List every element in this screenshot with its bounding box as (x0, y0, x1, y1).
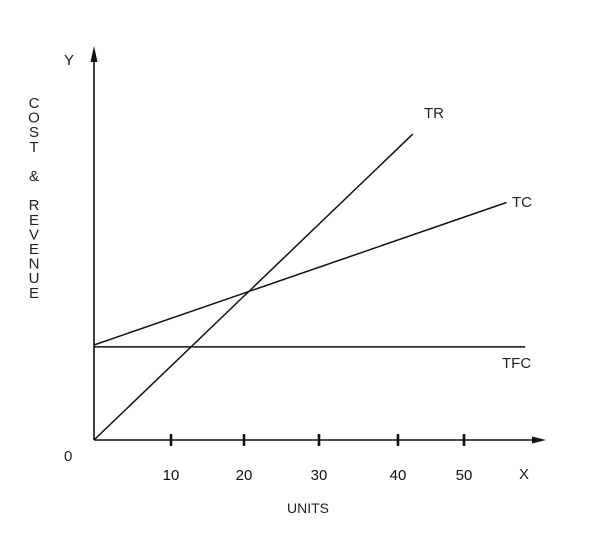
origin-label: 0 (64, 448, 72, 465)
y-axis-label-letter: N (29, 256, 40, 273)
series-lines: TR TC TFC (93, 105, 532, 441)
y-axis-label-letter: & (29, 168, 39, 185)
x-tick-label: 30 (311, 467, 328, 484)
y-axis-label-letter: O (28, 110, 40, 127)
x-axis-label: UNITS (287, 500, 329, 516)
y-axis-label-letter: V (29, 226, 39, 243)
y-axis-label-letter: E (29, 285, 39, 302)
y-axis-label-letter: U (29, 270, 40, 287)
y-axis-arrow (90, 46, 98, 62)
x-ticks: 10 20 30 40 50 (163, 434, 473, 484)
x-tick-label: 10 (163, 467, 180, 484)
x-axis-letter: X (519, 466, 529, 483)
x-tick-label: 50 (456, 467, 473, 484)
y-axis-label-letter: E (29, 241, 39, 258)
x-axis-arrow (532, 436, 546, 444)
series-line-tr (93, 133, 414, 441)
y-axis-letter: Y (64, 52, 74, 69)
y-axis-label-letter: C (29, 95, 40, 112)
y-axis-label-letter: S (29, 124, 39, 141)
series-label-tr: TR (424, 105, 444, 122)
y-axis-label-letter: T (29, 139, 38, 156)
series-label-tfc: TFC (502, 355, 531, 372)
x-tick-label: 20 (236, 467, 253, 484)
series-label-tc: TC (512, 194, 532, 211)
y-axis-label-letter: E (29, 212, 39, 229)
axes (90, 46, 546, 444)
y-axis-label-letter: R (29, 197, 40, 214)
series-line-tc (93, 201, 507, 346)
x-tick-label: 40 (390, 467, 407, 484)
